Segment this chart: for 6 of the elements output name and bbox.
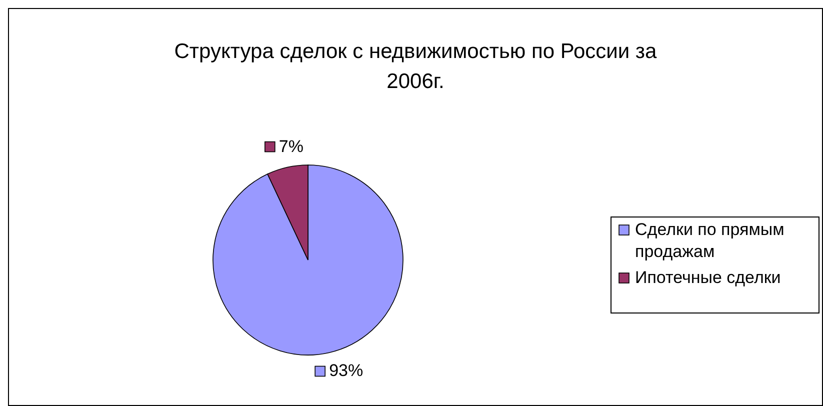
- legend-label: Ипотечные сделки: [635, 268, 781, 287]
- pie-slice: [212, 164, 404, 356]
- chart-title: Структура сделок с недвижимостью по России за 2006г.: [174, 40, 658, 93]
- data-label: 7%: [278, 136, 304, 156]
- data-label: 93%: [329, 361, 364, 380]
- legend-label: Сделки по прямым продажам: [635, 220, 784, 261]
